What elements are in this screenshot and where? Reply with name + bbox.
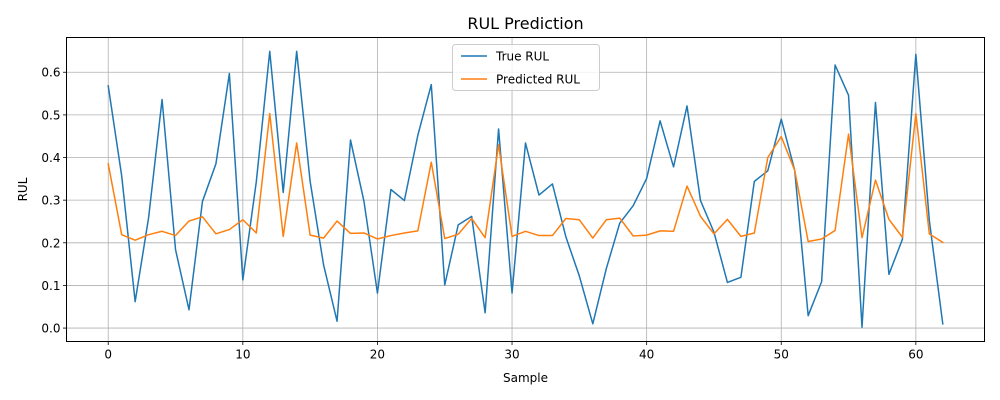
- y-tick-label: 0.3: [41, 194, 60, 208]
- legend-label-true-rul: True RUL: [495, 50, 549, 64]
- legend: True RUL Predicted RUL: [452, 44, 600, 91]
- series-layer: [107, 50, 944, 328]
- series-line-true-rul: [107, 50, 944, 328]
- x-tick-label: 0: [104, 348, 112, 362]
- legend-box: [452, 44, 600, 91]
- y-tick-label: 0.4: [41, 151, 60, 165]
- x-axis-label: Sample: [503, 371, 548, 385]
- series-line-predicted-rul: [107, 112, 944, 244]
- x-tick-label: 50: [774, 348, 789, 362]
- y-axis-label: RUL: [16, 177, 30, 201]
- axis-ticks: 0 10 20 30 40 50 60 0.0 0.1 0.2 0.3 0.4 0.5 0.6: [41, 66, 923, 362]
- y-tick-label: 0.6: [41, 66, 60, 80]
- x-tick-label: 10: [235, 348, 250, 362]
- y-tick-label: 0.0: [41, 322, 60, 336]
- x-tick-label: 30: [504, 348, 519, 362]
- legend-label-predicted-rul: Predicted RUL: [496, 73, 580, 87]
- plot-frame: [66, 37, 985, 342]
- y-tick-label: 0.5: [41, 108, 60, 122]
- y-tick-label: 0.2: [41, 236, 60, 250]
- y-tick-label: 0.1: [41, 279, 60, 293]
- chart-title: RUL Prediction: [467, 14, 583, 33]
- x-tick-label: 60: [908, 348, 923, 362]
- x-tick-label: 20: [370, 348, 385, 362]
- x-tick-label: 40: [639, 348, 654, 362]
